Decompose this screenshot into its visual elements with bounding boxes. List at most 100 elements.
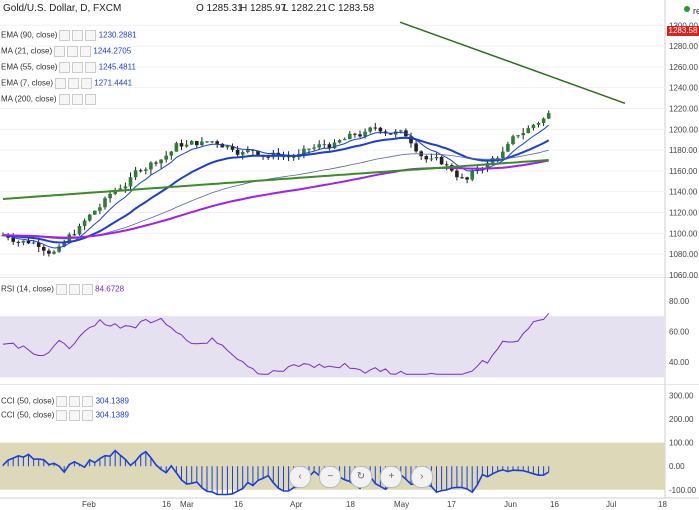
indicator-ma200[interactable]: MA (200, close) [1, 94, 96, 105]
chart-header: Gold/U.S. Dollar, D, FXCM O 1285.31 H 12… [0, 0, 699, 18]
candle-body [348, 133, 352, 140]
indicator-rsi[interactable]: RSI (14, close) 84.6728 [1, 284, 125, 295]
y-tick-label: 1060.00 [669, 271, 698, 280]
settings-icon[interactable] [72, 62, 84, 73]
candle-body [317, 144, 321, 148]
candle-body [225, 145, 230, 148]
close-icon[interactable] [84, 94, 96, 105]
candle-body [108, 193, 112, 199]
close-icon[interactable] [80, 46, 92, 57]
close-icon[interactable] [85, 62, 97, 73]
close-icon[interactable] [82, 410, 94, 421]
x-tick-label: Apr [290, 500, 303, 509]
candle-body [368, 127, 372, 132]
x-tick-label: Feb [82, 500, 96, 509]
candle-body [184, 144, 189, 147]
candle-body [414, 143, 418, 152]
candle-body [246, 149, 250, 153]
settings-icon[interactable] [69, 396, 81, 407]
y-tick-label: 1160.00 [669, 167, 698, 176]
candle-body [342, 139, 347, 141]
y-tick-label: 1300.00 [669, 21, 698, 30]
reset-button[interactable]: ↻ [349, 466, 372, 488]
candle-body [546, 113, 551, 119]
ohlc-low: L 1282.21 [283, 3, 328, 14]
eye-icon[interactable] [59, 62, 71, 73]
close-icon[interactable] [85, 30, 97, 41]
settings-icon[interactable] [67, 46, 79, 57]
candle-body [52, 251, 56, 254]
zoom-in-button[interactable]: + [380, 466, 403, 488]
candle-body [399, 130, 403, 132]
eye-icon[interactable] [55, 78, 67, 89]
candle-body [42, 246, 46, 251]
indicator-ema55[interactable]: EMA (55, close) 1245.4811 [1, 62, 136, 73]
x-tick-label: 16 [234, 500, 243, 509]
indicator-ema7[interactable]: EMA (7, close) 1271.4441 [1, 78, 133, 89]
candle-body [179, 143, 184, 147]
eye-icon[interactable] [59, 30, 71, 41]
candle-body [144, 169, 148, 171]
candle-body [312, 147, 316, 149]
y-tick-label: 1080.00 [669, 250, 698, 259]
candle-body [98, 207, 102, 211]
candle-body [373, 127, 378, 129]
candle-body [87, 214, 92, 221]
y-tick-label: 1280.00 [669, 42, 698, 51]
eye-icon[interactable] [58, 94, 70, 105]
candle-body [434, 156, 439, 159]
close-icon[interactable] [82, 396, 94, 407]
zoom-out-button[interactable]: − [319, 466, 342, 488]
candle-body [332, 142, 337, 149]
settings-icon[interactable] [69, 410, 81, 421]
candle-body [460, 177, 464, 179]
indicator-ma21[interactable]: MA (21, close) 1244.2705 [1, 46, 132, 57]
close-icon[interactable] [81, 78, 93, 89]
candle-body [205, 141, 209, 143]
candle-body [123, 186, 128, 189]
candle-body [62, 241, 66, 247]
candle-body [388, 133, 393, 135]
eye-icon[interactable] [55, 284, 67, 295]
eye-icon[interactable] [56, 410, 68, 421]
x-tick-label: Jul [606, 500, 616, 509]
candle-body [72, 234, 77, 236]
candle-body [266, 156, 270, 158]
candle-body [164, 155, 168, 160]
candle-body [358, 134, 362, 137]
candle-body [465, 177, 469, 180]
candle-body [511, 136, 515, 145]
y-tick-label: 1120.00 [669, 208, 698, 217]
x-tick-label: 17 [447, 500, 456, 509]
y-tick-label: 1240.00 [669, 84, 698, 93]
settings-icon[interactable] [68, 284, 80, 295]
y-tick-label: 1100.00 [669, 229, 698, 238]
close-icon[interactable] [81, 284, 93, 295]
indicator-cci-1[interactable]: CCI (50, close) 304.1389 [1, 396, 129, 407]
settings-icon[interactable] [71, 94, 83, 105]
indicator-cci-2[interactable]: CCI (50, close) 304.1389 [1, 410, 129, 421]
scroll-right-button[interactable]: › [410, 466, 433, 488]
x-tick-label: Jun [504, 500, 517, 509]
candle-body [21, 240, 26, 243]
eye-icon[interactable] [54, 46, 66, 57]
candle-body [485, 162, 490, 170]
candle-body [536, 123, 541, 125]
settings-icon[interactable] [72, 30, 84, 41]
candle-body [327, 144, 332, 149]
rsi-band [0, 316, 665, 378]
cci-tick-label: -100.00 [669, 486, 697, 495]
candle-body [154, 162, 158, 164]
scroll-left-button[interactable]: ‹ [289, 466, 311, 488]
chart-navigation[interactable]: ‹ − ↻ + › [289, 466, 437, 488]
indicator-ema90[interactable]: EMA (90, close) 1230.2881 [1, 30, 137, 41]
candle-body [424, 156, 429, 160]
candle-body [220, 143, 225, 148]
eye-icon[interactable] [56, 396, 68, 407]
settings-icon[interactable] [68, 78, 80, 89]
candle-body [531, 124, 536, 129]
x-tick-label: 16 [162, 500, 171, 509]
rsi-tick-label: 40.00 [669, 358, 690, 367]
